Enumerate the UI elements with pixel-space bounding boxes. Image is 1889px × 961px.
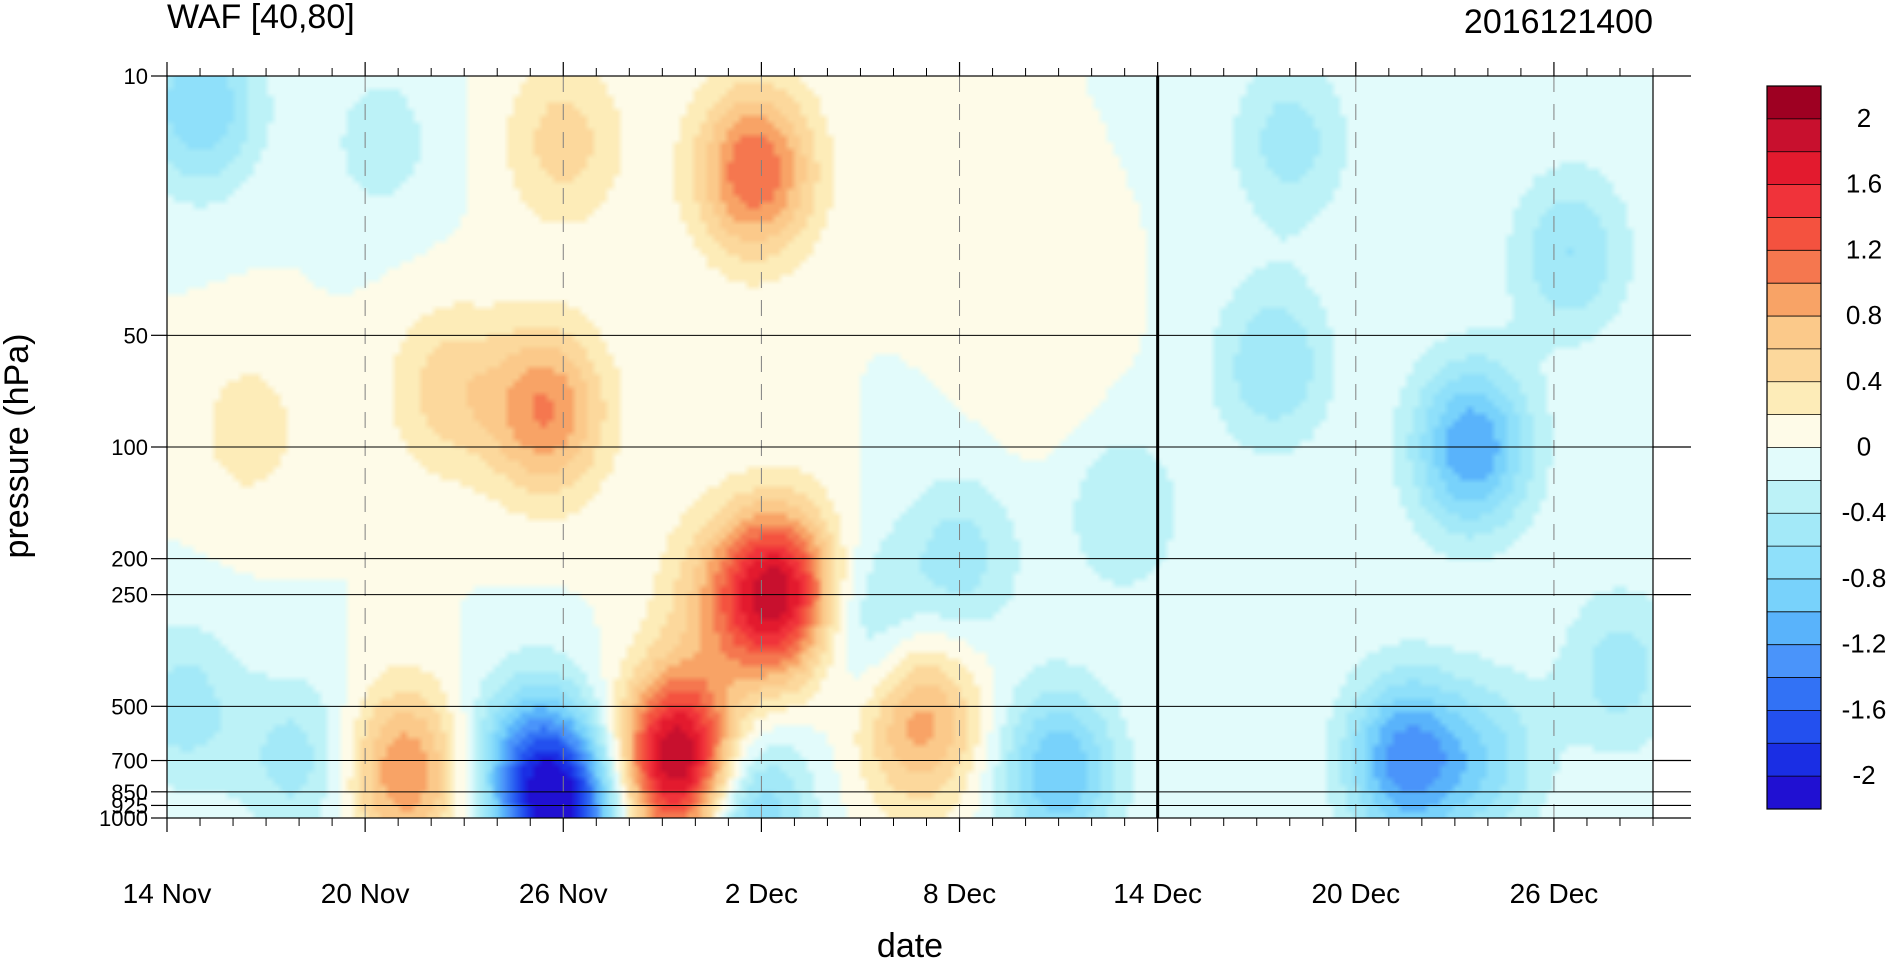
x-tick-label: 8 Dec: [923, 878, 996, 909]
plot-area: [166, 75, 1654, 819]
colorbar-swatch: [1767, 710, 1821, 744]
colorbar-swatch: [1767, 743, 1821, 777]
colorbar-label: -2: [1852, 760, 1875, 790]
x-tick-label: 20 Dec: [1311, 878, 1400, 909]
x-tick-label: 20 Nov: [321, 878, 410, 909]
y-tick-label: 500: [111, 694, 148, 719]
colorbar-swatch: [1767, 151, 1821, 186]
colorbar-label: -1.2: [1842, 629, 1887, 659]
colorbar-swatch: [1767, 578, 1821, 613]
colorbar-swatch: [1767, 776, 1821, 810]
x-tick-label: 14 Nov: [123, 878, 212, 909]
y-tick-label: 100: [111, 435, 148, 460]
colorbar-swatch: [1767, 513, 1821, 547]
colorbar-swatch: [1767, 118, 1821, 153]
colorbar-label: 1.6: [1846, 169, 1882, 199]
colorbar-swatch: [1767, 611, 1821, 646]
colorbar-swatch: [1767, 348, 1821, 383]
colorbar: 2 1.6 1.2 0.8 0.4 0 -0.4 -0.8 -1.2 -1.6 -2: [1766, 85, 1887, 810]
x-axis-label: date: [877, 927, 943, 961]
colorbar-label: 1.2: [1846, 234, 1882, 264]
y-axis-label: pressure (hPa): [0, 334, 36, 559]
colorbar-swatch: [1767, 546, 1821, 580]
y-tick-label: 1000: [99, 806, 148, 831]
x-tick-label: 14 Dec: [1113, 878, 1202, 909]
colorbar-swatch: [1767, 414, 1821, 448]
colorbar-label: -1.6: [1842, 694, 1887, 724]
colorbar-swatch: [1767, 250, 1821, 284]
y-tick-label: 850: [111, 780, 148, 805]
colorbar-label: 0.8: [1846, 300, 1882, 330]
y-tick-label: 250: [111, 583, 148, 608]
colorbar-swatch: [1767, 677, 1821, 711]
chart-subtitle-date: 2016121400: [1464, 3, 1653, 41]
colorbar-label: -0.4: [1842, 497, 1887, 527]
colorbar-swatch: [1767, 644, 1821, 679]
colorbar-swatch: [1767, 217, 1821, 251]
y-tick-label: 200: [111, 547, 148, 572]
x-tick-label: 2 Dec: [725, 878, 798, 909]
x-axis: 14 Nov 20 Nov 26 Nov 2 Dec 8 Dec 14 Dec 20 Dec…: [123, 62, 1654, 909]
y-tick-label: 50: [124, 323, 148, 348]
pressure-level-lines: [167, 334, 1653, 806]
x-tick-label: 26 Dec: [1510, 878, 1599, 909]
colorbar-swatch: [1767, 316, 1821, 350]
colorbar-swatch: [1767, 381, 1821, 416]
colorbar-swatch: [1767, 86, 1821, 120]
colorbar-label: -0.8: [1842, 563, 1887, 593]
colorbar-label: 2: [1857, 103, 1871, 133]
colorbar-swatch: [1767, 447, 1821, 481]
colorbar-frame: [1766, 85, 1822, 810]
x-tick-label: 26 Nov: [519, 878, 608, 909]
colorbar-swatch: [1767, 480, 1821, 514]
colorbar-swatch: [1767, 283, 1821, 317]
y-tick-label: 10: [124, 64, 148, 89]
colorbar-label: 0: [1857, 432, 1871, 462]
y-tick-label: 700: [111, 749, 148, 774]
chart-title: WAF [40,80]: [167, 0, 355, 36]
colorbar-label: 0.4: [1846, 366, 1882, 396]
y-tick-label: 925: [111, 793, 148, 818]
colorbar-swatch: [1767, 184, 1821, 218]
